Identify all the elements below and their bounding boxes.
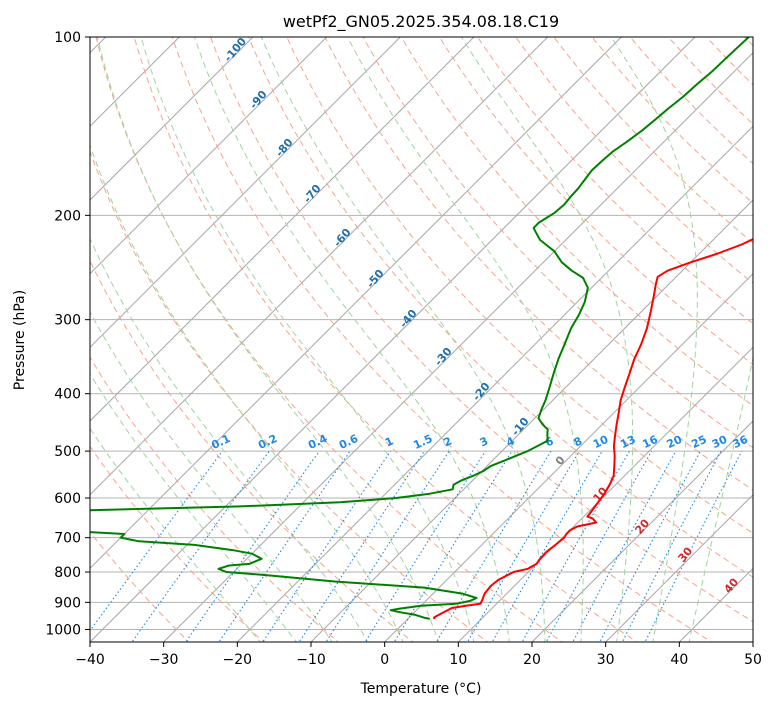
dry-adiabat-line [90, 150, 489, 642]
x-tick-label: 50 [744, 652, 762, 668]
mixing-ratio-label: 13 [618, 433, 637, 451]
isotherm-line [531, 420, 753, 642]
moist-adiabat-line [260, 37, 546, 642]
x-tick-label: 20 [523, 652, 541, 668]
isotherm-line [90, 37, 696, 642]
mixing-ratio-lines [90, 450, 743, 642]
y-tick-label: 800 [54, 565, 81, 581]
y-axis-ticks: 100 200 300 400 500 600 700 800 900 1000 [45, 30, 90, 638]
isotherm-line [90, 37, 622, 570]
y-tick-label: 200 [54, 208, 81, 224]
x-axis-ticks: −40 −30 −20 −10 0 10 20 30 40 50 [75, 642, 762, 668]
moist-adiabat-line [90, 372, 297, 642]
mixing-ratio-line [90, 450, 223, 632]
mixing-ratio-line [621, 450, 722, 642]
mixing-ratio-line [262, 450, 392, 642]
isotherm-line [310, 199, 753, 642]
mixing-ratio-label: 10 [591, 433, 611, 451]
dry-adiabat-lines [90, 37, 753, 642]
isotherm-line [236, 125, 753, 642]
x-axis-label: Temperature (°C) [360, 681, 482, 697]
y-axis-label: Pressure (hPa) [12, 290, 28, 390]
mixing-ratio-line [364, 450, 486, 642]
moist-adiabat-line [96, 37, 439, 642]
profile-series [90, 37, 753, 620]
isotherm-line [90, 37, 475, 422]
moist-adiabat-line [193, 37, 510, 642]
moist-adiabat-line [90, 310, 333, 642]
moist-adiabat-line [347, 37, 584, 642]
isotherm-line [90, 37, 401, 349]
isotherm-line [90, 37, 549, 496]
mixing-ratio-line [131, 450, 270, 642]
dewpoint-line [90, 37, 750, 620]
temperature-line [433, 238, 753, 619]
dry-adiabat-line [209, 37, 753, 623]
moist-adiabat-line [90, 427, 261, 642]
dry-adiabat-line [90, 259, 414, 642]
x-tick-label: 10 [449, 652, 467, 668]
mixing-ratio-label: 20 [665, 433, 685, 451]
y-tick-label: 600 [54, 491, 81, 507]
moist-adiabat-line [90, 143, 404, 642]
x-tick-label: −40 [75, 652, 105, 668]
x-tick-label: 40 [670, 652, 688, 668]
mixing-ratio-label: 36 [731, 433, 751, 451]
mixing-ratio-label: 25 [689, 433, 708, 451]
y-tick-label: 700 [54, 531, 81, 547]
isobar-lines [90, 37, 753, 630]
x-tick-label: 0 [380, 652, 389, 668]
dry-adiabat-line [515, 37, 753, 284]
x-tick-label: 30 [597, 652, 615, 668]
isotherm-line [90, 37, 254, 201]
isotherm-line [90, 37, 328, 275]
x-tick-label: −20 [223, 652, 253, 668]
mixing-ratio-line [393, 450, 513, 642]
mixing-ratio-line [599, 450, 701, 642]
y-tick-label: 1000 [45, 622, 81, 638]
moist-adiabat-line [610, 37, 698, 642]
dry-adiabat-line [95, 37, 564, 642]
dry-adiabat-line [133, 37, 638, 642]
isotherm-line [605, 493, 753, 642]
y-tick-label: 400 [54, 387, 81, 403]
x-tick-label: −10 [296, 652, 326, 668]
mixing-ratio-line [572, 450, 677, 642]
mixing-ratio-label: 16 [640, 433, 660, 451]
y-tick-label: 100 [54, 30, 81, 46]
mixing-ratio-label: 30 [710, 433, 730, 451]
y-tick-label: 500 [54, 444, 81, 460]
moist-adiabat-line [90, 237, 369, 642]
chart-title: wetPf2_GN05.2025.354.08.18.C19 [283, 12, 559, 32]
dry-adiabat-line [90, 356, 340, 642]
moist-adiabat-line [688, 355, 753, 642]
moist-adiabat-line [460, 37, 634, 642]
plot-frame [89, 36, 754, 643]
x-tick-label: −30 [149, 652, 179, 668]
plot-area: 0.1 0.2 0.4 0.6 1 1.5 2 3 4 6 8 10 13 16 20 25 30 36-100-… [90, 37, 753, 642]
y-tick-label: 900 [54, 595, 81, 611]
isotherm-line [384, 272, 753, 642]
mixing-ratio-line [218, 450, 351, 642]
dry-adiabat-line [90, 445, 265, 642]
mixing-ratio-line [298, 450, 425, 642]
y-tick-label: 300 [54, 313, 81, 329]
mixing-ratio-line [466, 450, 580, 642]
